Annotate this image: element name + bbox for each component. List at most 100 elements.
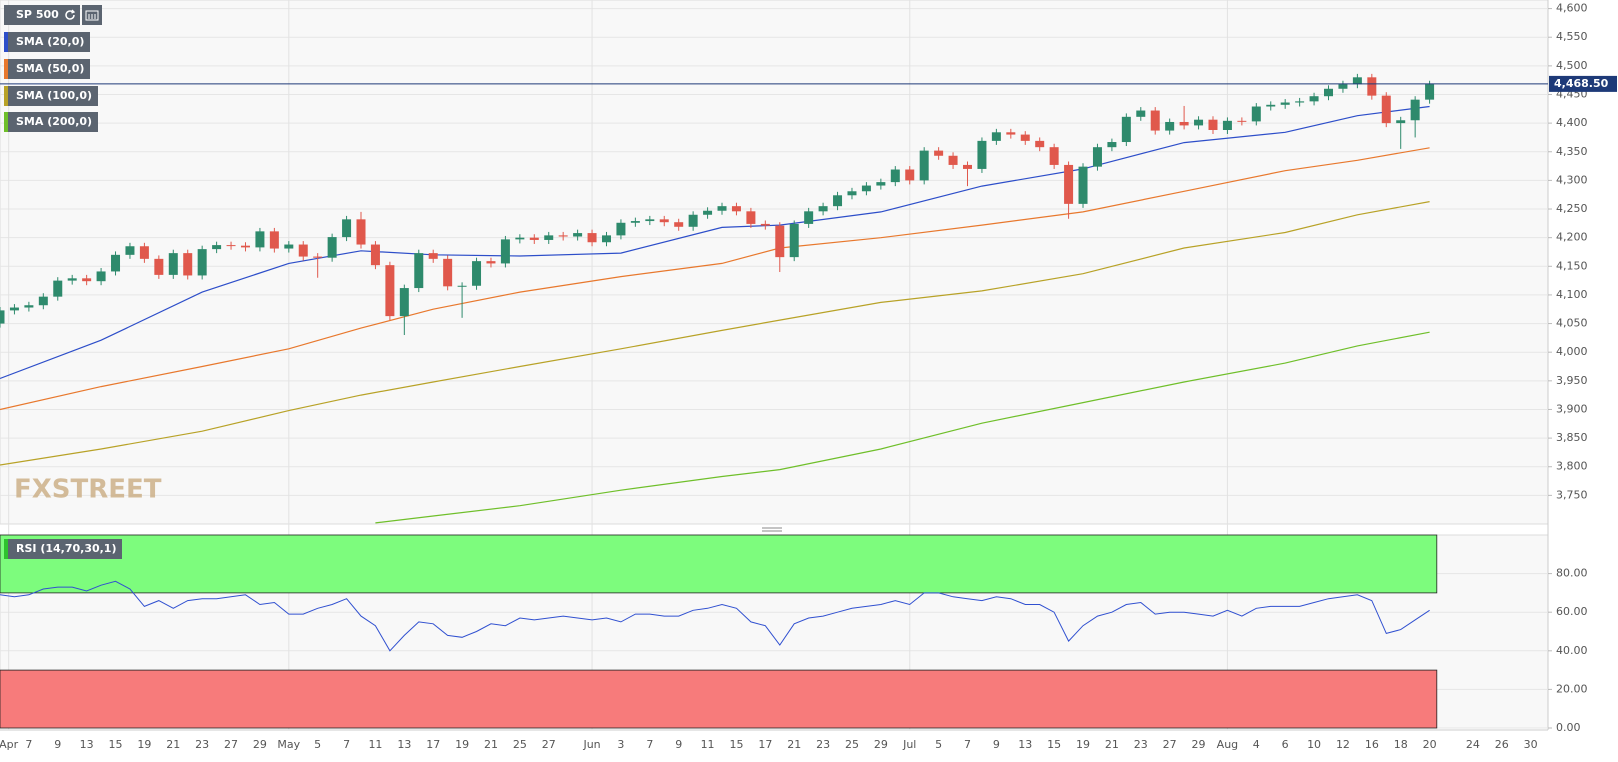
x-tick-label: 21 <box>166 738 180 751</box>
legend-entry[interactable]: SMA (200,0) <box>4 112 99 133</box>
candle-body <box>154 258 164 275</box>
legend-entry[interactable]: RSI (14,70,30,1) <box>4 539 123 559</box>
x-tick-label: Apr <box>0 738 19 751</box>
candle-body <box>833 195 843 207</box>
candle-body <box>53 280 63 297</box>
x-tick-label: 7 <box>25 738 32 751</box>
x-tick-label: 13 <box>80 738 94 751</box>
y-tick-label: 0.00 <box>1556 721 1581 734</box>
x-tick-label: 15 <box>109 738 123 751</box>
candle-body <box>804 211 814 224</box>
y-tick-label: 4,150 <box>1556 259 1588 272</box>
candle-body <box>486 261 496 264</box>
settings-button[interactable] <box>82 5 102 25</box>
x-tick-label: Jul <box>902 738 916 751</box>
y-tick-label: 4,350 <box>1556 145 1588 158</box>
rsi-line <box>0 580 1430 652</box>
x-tick-label: 17 <box>426 738 440 751</box>
x-tick-label: 23 <box>816 738 830 751</box>
candle-body <box>1381 95 1391 124</box>
candle-body <box>240 245 250 248</box>
candle-body <box>212 245 222 250</box>
candle-body <box>515 237 525 240</box>
candle-body <box>616 222 626 236</box>
y-tick-label: 60.00 <box>1556 605 1588 618</box>
x-tick-label: 21 <box>787 738 801 751</box>
x-tick-label: 9 <box>54 738 61 751</box>
y-tick-label: 3,900 <box>1556 402 1588 415</box>
candle-body <box>890 169 900 183</box>
brand-watermark: FXSTREET <box>14 475 162 505</box>
x-tick-label: 4 <box>1253 738 1260 751</box>
candle-body <box>1237 120 1247 122</box>
x-tick-label: 16 <box>1365 738 1379 751</box>
x-tick-label: 15 <box>1047 738 1061 751</box>
rsi-zone <box>0 534 1438 594</box>
legend-entry[interactable]: SMA (20,0) <box>4 31 91 52</box>
candle-body <box>255 231 265 248</box>
x-tick-label: 19 <box>455 738 469 751</box>
x-tick-label: 13 <box>397 738 411 751</box>
candle-body <box>1092 147 1102 167</box>
sma-line <box>375 331 1430 524</box>
symbol-tag[interactable]: SP 500 <box>4 5 65 25</box>
x-tick-label: 19 <box>1076 738 1090 751</box>
candle-body <box>1179 121 1189 126</box>
x-tick-label: 6 <box>1282 738 1289 751</box>
x-tick-label: 29 <box>874 738 888 751</box>
candle-body <box>472 261 482 286</box>
candle-body <box>1295 101 1305 103</box>
x-tick-label: 26 <box>1495 738 1509 751</box>
candle-body <box>544 235 554 240</box>
x-tick-label: 19 <box>137 738 151 751</box>
candle-body <box>500 239 510 264</box>
candle-body <box>1020 134 1030 141</box>
x-tick-label: 13 <box>1018 738 1032 751</box>
candle-body <box>1222 120 1232 130</box>
x-tick-label: 3 <box>617 738 624 751</box>
candle-body <box>905 169 915 181</box>
x-tick-label: 15 <box>729 738 743 751</box>
candle-body <box>861 185 871 192</box>
candle-body <box>342 219 352 238</box>
candle-body <box>428 253 438 259</box>
candle-body <box>876 182 886 186</box>
x-tick-label: 10 <box>1307 738 1321 751</box>
candle-body <box>1194 119 1204 126</box>
candle-body <box>385 265 395 317</box>
rsi-zone <box>0 669 1438 729</box>
candle-body <box>789 223 799 258</box>
candle-body <box>1035 140 1045 148</box>
x-tick-label: 7 <box>343 738 350 751</box>
y-tick-label: 4,250 <box>1556 202 1588 215</box>
candle-body <box>1352 77 1362 85</box>
legend-entry[interactable]: SMA (50,0) <box>4 58 91 79</box>
x-tick-label: 27 <box>224 738 238 751</box>
candle-body <box>1150 110 1160 131</box>
y-tick-label: 4,100 <box>1556 288 1588 301</box>
candle-body <box>934 150 944 156</box>
y-tick-label: 4,000 <box>1556 345 1588 358</box>
candle-body <box>1251 106 1261 122</box>
candle-body <box>1208 119 1218 130</box>
x-tick-label: 11 <box>368 738 382 751</box>
candle-body <box>630 221 640 223</box>
pane-background <box>0 0 1549 525</box>
candle-body <box>601 235 611 243</box>
legend-entry[interactable]: SMA (100,0) <box>4 85 99 106</box>
x-tick-label: 30 <box>1524 738 1538 751</box>
candle-body <box>703 210 713 215</box>
candle-body <box>1425 84 1435 100</box>
x-tick-label: May <box>277 738 300 751</box>
x-tick-label: Aug <box>1217 738 1238 751</box>
candle-body <box>1165 121 1175 131</box>
x-tick-label: 9 <box>675 738 682 751</box>
candle-body <box>298 244 308 257</box>
x-tick-label: 23 <box>195 738 209 751</box>
candle-body <box>125 246 135 255</box>
candle-body <box>717 206 727 211</box>
refresh-button[interactable] <box>60 5 80 25</box>
candle-body <box>38 296 48 306</box>
candle-body <box>457 285 467 287</box>
